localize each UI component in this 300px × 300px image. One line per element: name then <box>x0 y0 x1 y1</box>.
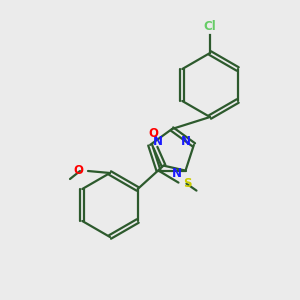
Text: O: O <box>73 164 83 176</box>
Text: N: N <box>172 167 182 180</box>
Text: N: N <box>181 135 191 148</box>
Text: N: N <box>153 135 163 148</box>
Text: O: O <box>148 127 158 140</box>
Text: S: S <box>184 177 192 190</box>
Text: Cl: Cl <box>204 20 216 33</box>
